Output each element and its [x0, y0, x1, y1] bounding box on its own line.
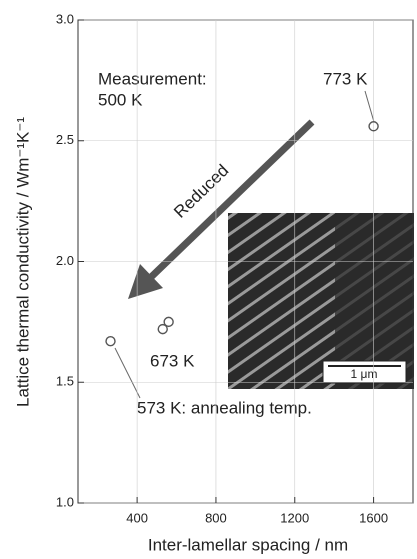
annotation: 573 K: annealing temp. — [137, 398, 312, 417]
y-tick-label: 1.5 — [56, 374, 74, 389]
y-axis-label: Lattice thermal conductivity / Wm⁻¹K⁻¹ — [13, 117, 32, 407]
x-tick-label: 800 — [205, 510, 227, 525]
annotation: 773 K — [323, 69, 368, 88]
annotation: 500 K — [98, 90, 143, 109]
data-point — [106, 337, 115, 346]
annotation: Measurement: — [98, 69, 207, 88]
arrow-label: Reduced — [170, 161, 232, 222]
y-tick-label: 2.0 — [56, 253, 74, 268]
page: 1 μm Reduced Measurement: 500 K 773 K 67… — [0, 0, 417, 559]
data-point — [158, 325, 167, 334]
callout-line — [365, 91, 374, 122]
callout-line — [115, 348, 140, 398]
y-tick-label: 3.0 — [56, 11, 74, 26]
y-tick-label: 1.0 — [56, 494, 74, 509]
annotation: 673 K — [150, 351, 195, 370]
x-tick-label: 1600 — [359, 510, 388, 525]
y-tick-label: 2.5 — [56, 132, 74, 147]
x-tick-label: 400 — [126, 510, 148, 525]
x-axis-label: Inter-lamellar spacing / nm — [148, 535, 348, 554]
x-tick-label: 1200 — [280, 510, 309, 525]
chart: 1 μm Reduced Measurement: 500 K 773 K 67… — [0, 0, 417, 559]
